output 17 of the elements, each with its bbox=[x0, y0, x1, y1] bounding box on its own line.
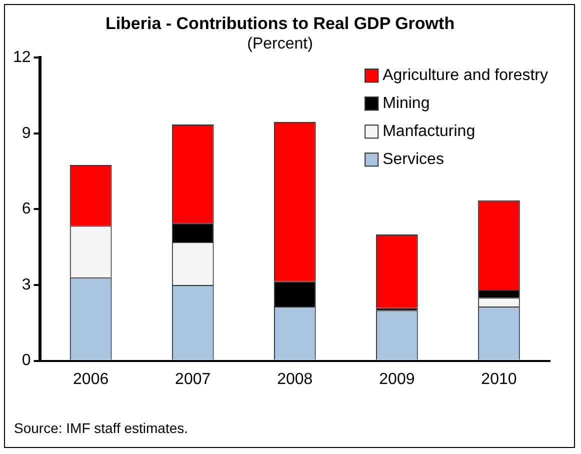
x-tick-label: 2007 bbox=[175, 370, 211, 388]
y-tick-label: 12 bbox=[13, 49, 31, 66]
legend-label: Manfacturing bbox=[382, 123, 476, 140]
chart-title: Liberia - Contributions to Real GDP Growth bbox=[105, 14, 455, 33]
x-tick-label: 2009 bbox=[379, 370, 415, 388]
chart-subtitle: (Percent) bbox=[247, 35, 313, 52]
y-tick-label: 3 bbox=[22, 276, 31, 294]
y-tick-label: 6 bbox=[22, 200, 31, 218]
x-tick-label: 2008 bbox=[277, 370, 313, 388]
legend-label: Services bbox=[382, 151, 444, 168]
legend-label: Agriculture and forestry bbox=[382, 67, 548, 84]
y-tick-label: 0 bbox=[22, 352, 31, 370]
y-tick-label: 9 bbox=[22, 124, 31, 142]
legend-label: Mining bbox=[382, 95, 430, 112]
source-note: Source: IMF staff estimates. bbox=[14, 420, 188, 436]
x-tick-label: 2010 bbox=[481, 370, 517, 388]
x-tick-label: 2006 bbox=[73, 370, 109, 388]
